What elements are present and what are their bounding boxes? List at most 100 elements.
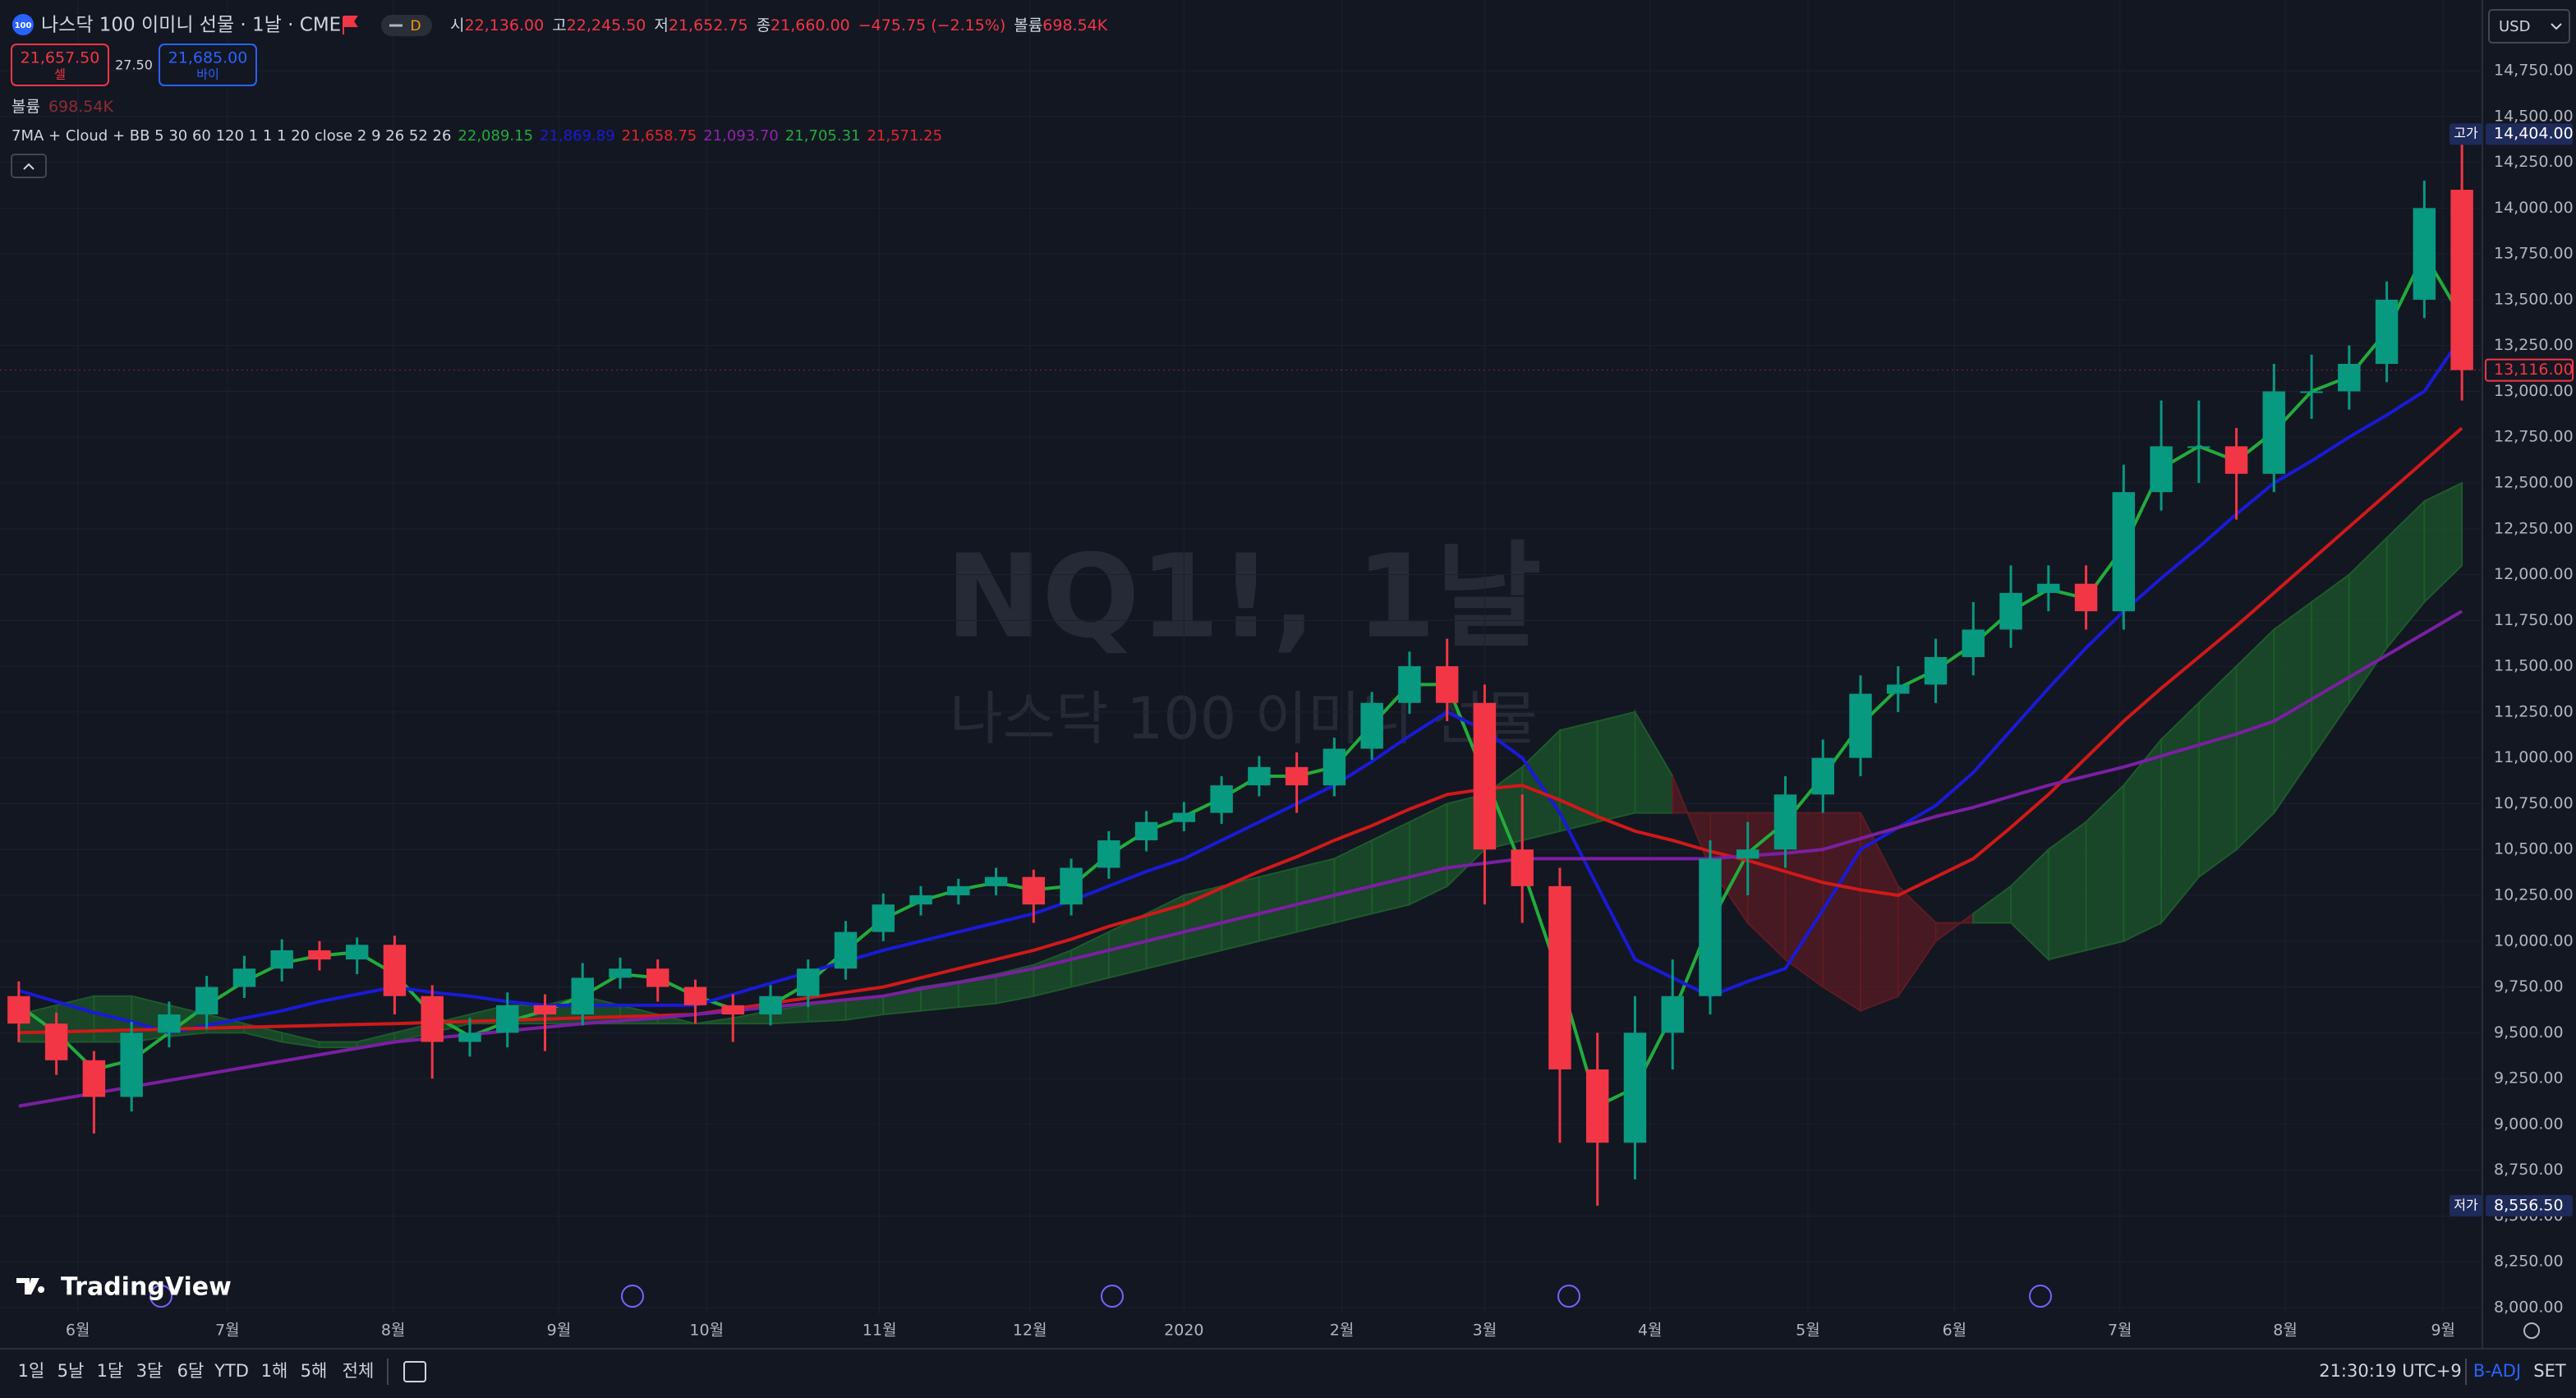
candle-body <box>345 945 369 960</box>
candle-body <box>1435 666 1459 703</box>
ohlc-value: 22,136.00 <box>464 16 544 34</box>
candle-body <box>1285 766 1309 786</box>
y-tick-label: 14,250.00 <box>2494 153 2574 171</box>
range-button[interactable]: YTD <box>214 1361 249 1381</box>
candle-body <box>158 1014 181 1033</box>
candle-body <box>1398 666 1421 703</box>
candle-body <box>2187 446 2210 448</box>
brand-logo <box>16 1278 45 1295</box>
y-tick-label: 11,250.00 <box>2494 702 2574 720</box>
symbol-title[interactable]: 나스닥 100 이미니 선물 · 1날 · CME <box>41 15 341 36</box>
candle-body <box>1548 885 1571 1069</box>
candle-body <box>270 950 293 969</box>
cloud-segment <box>1596 710 1636 824</box>
cloud-segment <box>2423 481 2463 605</box>
candle-body <box>533 1005 557 1015</box>
range-button[interactable]: 1달 <box>97 1361 124 1381</box>
x-tick-label: 7월 <box>215 1322 240 1340</box>
event-icon[interactable] <box>2029 1285 2052 1308</box>
clock: 21:30:19 UTC+9 <box>2319 1361 2462 1381</box>
candle-body <box>721 1005 744 1015</box>
candle-body <box>1585 1069 1609 1143</box>
y-tick-label: 9,000.00 <box>2494 1115 2564 1133</box>
cloud-segment <box>1408 802 1448 906</box>
volume-row-value: 698.54K <box>48 98 113 116</box>
candle-body <box>1511 849 1534 886</box>
x-tick-label: 6월 <box>1943 1322 1967 1340</box>
range-button[interactable]: 5날 <box>58 1361 85 1381</box>
candle-body <box>2262 391 2286 474</box>
y-tick-label: 14,000.00 <box>2494 199 2574 217</box>
event-icon[interactable] <box>150 1285 172 1308</box>
candle-body <box>2074 583 2098 612</box>
range-button[interactable]: 전체 <box>343 1361 375 1381</box>
y-tick-label: 9,750.00 <box>2494 977 2564 996</box>
candle-body <box>646 968 669 987</box>
currency-button[interactable] <box>2488 9 2570 44</box>
y-tick-label: 13,000.00 <box>2494 382 2574 400</box>
event-icon[interactable] <box>621 1285 644 1308</box>
flag-icon[interactable] <box>343 16 358 34</box>
candle-body <box>2037 583 2060 593</box>
set-button[interactable]: SET <box>2533 1361 2566 1381</box>
candle-body <box>1623 1032 1647 1143</box>
range-button[interactable]: 6달 <box>177 1361 205 1381</box>
collapse-button[interactable] <box>11 154 47 178</box>
x-tick-label: 8월 <box>2273 1322 2298 1340</box>
candle-body <box>909 895 932 905</box>
y-tick-label: 14,750.00 <box>2494 62 2574 80</box>
candle-body <box>2450 190 2473 370</box>
candle-body <box>1060 867 1083 905</box>
indicator-value: 21,869.89 <box>540 127 615 145</box>
buy-button[interactable] <box>159 44 257 86</box>
indicator-value: 21,571.25 <box>867 127 942 145</box>
candle-body <box>1773 794 1797 850</box>
candle-body <box>797 968 820 996</box>
sell-price: 21,657.50 <box>21 49 100 67</box>
marker-tag: 고가 <box>2454 126 2478 141</box>
candle-body <box>496 1005 519 1033</box>
candle-body <box>1849 693 1872 758</box>
candle-body <box>834 931 858 969</box>
y-tick-label: 10,500.00 <box>2494 840 2574 858</box>
candle-body <box>44 1023 68 1060</box>
event-icon[interactable] <box>1557 1285 1580 1308</box>
adjust-button[interactable]: B-ADJ <box>2473 1361 2521 1381</box>
goto-date-button[interactable] <box>403 1361 426 1382</box>
y-tick-label: 9,250.00 <box>2494 1069 2564 1088</box>
volume-row: 볼륨 698.54K <box>12 98 113 116</box>
cloud-segment <box>2197 664 2238 879</box>
y-tick-label: 13,500.00 <box>2494 290 2574 308</box>
y-tick-label: 13,750.00 <box>2494 245 2574 263</box>
candle-body <box>1962 629 1985 657</box>
x-tick-label: 8월 <box>381 1322 406 1340</box>
interval-pill[interactable] <box>381 15 432 36</box>
volume-row-label: 볼륨 <box>12 98 40 116</box>
last-price: 13,116.00 <box>2494 361 2574 379</box>
indicator-value: 21,658.75 <box>622 127 697 145</box>
range-button[interactable]: 1해 <box>261 1361 288 1381</box>
candle-body <box>1736 849 1760 859</box>
y-tick-label: 12,500.00 <box>2494 474 2574 492</box>
range-button[interactable]: 5해 <box>301 1361 328 1381</box>
candle-body <box>571 977 594 1015</box>
candle-body <box>1022 876 1046 905</box>
x-tick-label: 12월 <box>1013 1322 1047 1340</box>
y-tick-label: 8,250.00 <box>2494 1253 2564 1271</box>
range-button[interactable]: 3달 <box>136 1361 163 1381</box>
sell-button[interactable] <box>11 44 109 86</box>
y-tick-label: 13,250.00 <box>2494 336 2574 354</box>
indicator-row: 7MA + Cloud + BB 5 30 60 120 1 1 1 20 cl… <box>12 127 942 145</box>
y-tick-label: 11,500.00 <box>2494 657 2574 675</box>
event-icon[interactable] <box>1101 1285 1124 1308</box>
candle-body <box>2375 299 2399 364</box>
candle-body <box>984 876 1008 886</box>
range-button[interactable]: 1일 <box>18 1361 45 1381</box>
x-tick-label: 9월 <box>547 1322 572 1340</box>
marker-price: 8,556.50 <box>2494 1196 2564 1214</box>
candle-body <box>872 904 895 932</box>
y-tick-label: 12,250.00 <box>2494 519 2574 537</box>
settings-icon[interactable] <box>2523 1322 2540 1339</box>
indicator-name[interactable]: 7MA + Cloud + BB 5 30 60 120 1 1 1 20 cl… <box>12 127 451 145</box>
